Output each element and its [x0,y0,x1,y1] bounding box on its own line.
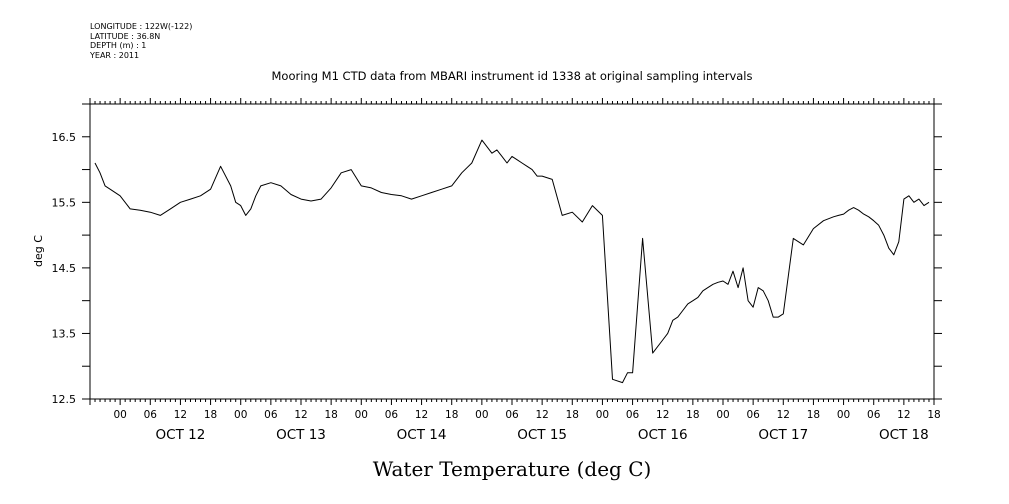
x-day-label: OCT 17 [758,427,808,443]
temperature-series-line [94,139,930,384]
x-hour-label: 00 [234,409,247,421]
x-hour-label: 12 [294,409,307,421]
meta-latitude: LATITUDE : 36.8N [90,31,161,41]
axis-tick-labels: 00 06 12 18 00 06 12 18 00 06 12 18 00 06 12 18 00 06 12 18… [52,131,941,443]
x-hour-label: 00 [355,409,368,421]
x-day-label: OCT 15 [517,427,567,443]
x-hour-label: 06 [867,409,881,421]
x-hour-label: 06 [144,409,158,421]
meta-depth: DEPTH (m) : 1 [90,41,147,51]
meta-year: YEAR : 2011 [90,50,140,60]
x-hour-label: 18 [324,409,337,421]
x-hour-label: 18 [566,409,579,421]
x-hour-label: 12 [535,409,548,421]
x-hour-label: 06 [626,409,640,421]
x-hour-label: 18 [686,409,699,421]
x-hour-label: 12 [777,409,790,421]
x-hour-label: 00 [596,409,609,421]
x-day-label: OCT 14 [397,427,447,443]
metadata-block: LONGITUDE : 122W(-122) LATITUDE : 36.8N … [90,22,192,60]
x-hour-label: 06 [505,409,519,421]
x-hour-label: 12 [656,409,669,421]
x-hour-label: 18 [204,409,217,421]
x-hour-label: 00 [837,409,850,421]
x-hour-label: 18 [927,409,940,421]
axis-ticks [82,98,942,405]
x-hour-label: 18 [445,409,458,421]
x-hour-label: 00 [113,409,126,421]
x-hour-label: 06 [264,409,278,421]
x-day-label: OCT 16 [638,427,688,443]
x-hour-label: 06 [385,409,399,421]
x-hour-label: 12 [897,409,910,421]
x-day-label: OCT 13 [276,427,326,443]
x-day-label: OCT 18 [879,427,929,443]
x-day-label: OCT 12 [156,427,206,443]
x-hour-label: 00 [716,409,729,421]
y-tick-label: 12.5 [52,393,77,406]
x-axis-label: Water Temperature (deg C) [373,457,652,481]
x-hour-label: 18 [807,409,820,421]
x-hour-label: 12 [174,409,187,421]
plot-frame [89,103,935,400]
x-hour-label: 00 [475,409,488,421]
y-tick-label: 15.5 [52,196,77,209]
y-tick-label: 13.5 [52,327,77,340]
series-layer [94,139,930,384]
x-hour-label: 06 [746,409,760,421]
y-axis-label: deg C [32,235,45,267]
chart-title: Mooring M1 CTD data from MBARI instrumen… [272,69,753,83]
y-tick-label: 14.5 [52,262,77,275]
x-hour-label: 12 [415,409,428,421]
y-tick-label: 16.5 [52,131,77,144]
meta-longitude: LONGITUDE : 122W(-122) [90,22,193,31]
